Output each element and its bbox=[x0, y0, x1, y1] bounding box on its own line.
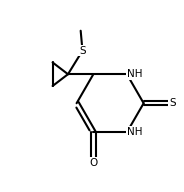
Text: NH: NH bbox=[127, 127, 142, 137]
Text: S: S bbox=[169, 98, 176, 108]
Text: O: O bbox=[89, 158, 98, 168]
Text: NH: NH bbox=[127, 69, 142, 79]
Text: S: S bbox=[79, 46, 86, 56]
